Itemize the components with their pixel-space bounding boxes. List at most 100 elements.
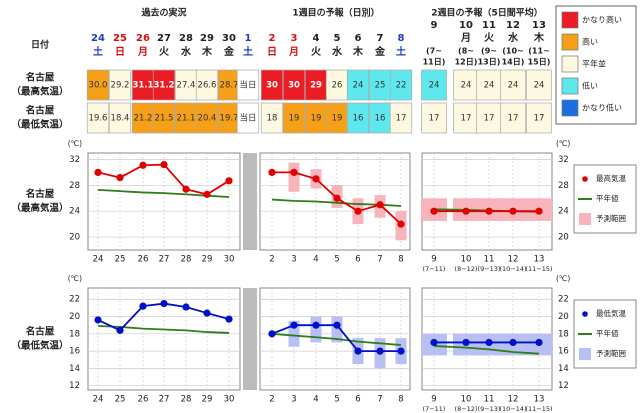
data-point <box>268 330 276 338</box>
y-tick-label: 20 <box>69 233 80 243</box>
x-tick-label: 11 <box>484 255 495 265</box>
cell-value: 21.2 <box>134 114 153 124</box>
cell-value: 17 <box>484 114 495 124</box>
today-bar <box>243 153 257 250</box>
legend-label: 低い <box>582 81 598 91</box>
day-number: 5 <box>334 33 341 44</box>
x-tick-label: 9 <box>431 395 436 405</box>
x-tick-label: 2 <box>269 255 274 265</box>
y-tick-label: 32 <box>69 155 80 165</box>
day-number: 25 <box>113 33 127 44</box>
data-point <box>312 175 320 183</box>
y-tick-label: 32 <box>558 155 569 165</box>
x-tick-label: 13 <box>534 395 545 405</box>
day-number: 1 <box>245 33 252 44</box>
period: (7~ <box>426 47 442 56</box>
weekday: 金 <box>374 45 386 58</box>
today-bar <box>243 288 257 390</box>
weekday: 土 <box>396 45 406 58</box>
x-tick-label: 30 <box>224 255 235 265</box>
cell-value: 18 <box>267 114 278 124</box>
cell-value: 28.7 <box>220 81 239 91</box>
x-tick-label: 26 <box>138 395 149 405</box>
cell-value: 24 <box>429 81 440 91</box>
weekday: 水 <box>180 45 192 58</box>
cell <box>260 102 284 134</box>
day-number: 7 <box>377 33 384 44</box>
cell <box>453 102 479 134</box>
data-point <box>333 321 341 329</box>
legend-label: 予測範囲 <box>596 348 626 358</box>
x-tick-note: (9−13) <box>478 265 501 273</box>
cell-value: 20.4 <box>198 114 217 124</box>
x-tick-label: 28 <box>181 255 192 265</box>
data-point <box>225 177 233 185</box>
cell-value: 17 <box>429 114 440 124</box>
cell <box>500 69 526 101</box>
cell-value: 19 <box>311 114 322 124</box>
weekday: 月 <box>137 46 148 58</box>
y-tick-label: 18 <box>69 329 80 339</box>
x-tick-label: 10 <box>461 255 472 265</box>
legend-label: 平年値 <box>596 328 619 338</box>
x-tick-note: (8−12) <box>455 405 478 413</box>
day-number: 12 <box>506 20 520 31</box>
day-number: 4 <box>313 33 320 44</box>
period: (10~ <box>502 47 524 56</box>
legend-label: 平年並 <box>582 59 606 69</box>
cell <box>152 102 176 134</box>
row-label: 名古屋 <box>26 72 55 84</box>
data-point <box>290 321 298 329</box>
x-tick-label: 3 <box>291 255 296 265</box>
weekday: 火 <box>159 46 170 58</box>
cell <box>526 102 552 134</box>
data-point <box>430 207 438 215</box>
x-tick-note: (7−11) <box>423 405 446 413</box>
data-point <box>268 168 276 176</box>
forecast-range <box>331 316 343 343</box>
data-point <box>376 201 384 209</box>
y-tick-label: 16 <box>558 347 569 357</box>
legend-label: 平年値 <box>596 193 619 203</box>
cell <box>476 69 502 101</box>
data-point <box>160 161 168 169</box>
cell <box>195 69 219 101</box>
day-number: 2 <box>269 33 276 44</box>
row-label: 名古屋 <box>26 105 55 117</box>
data-point <box>485 207 493 215</box>
chart-label: （最低気温） <box>11 340 68 352</box>
data-point <box>376 347 384 355</box>
cell <box>453 69 479 101</box>
x-tick-label: 8 <box>398 255 403 265</box>
y-tick-label: 16 <box>69 347 80 357</box>
data-point <box>182 303 190 311</box>
x-tick-note: (10−14) <box>499 265 526 273</box>
cell <box>282 69 306 101</box>
legend-label: 予測範囲 <box>596 213 626 223</box>
x-tick-label: 28 <box>181 395 192 405</box>
x-tick-label: 6 <box>355 255 360 265</box>
day-number: 24 <box>91 33 105 44</box>
row-label: （最低気温） <box>11 119 68 131</box>
x-tick-label: 9 <box>431 255 436 265</box>
chart-label: 名古屋 <box>26 188 55 200</box>
weekday: 月 <box>288 46 299 58</box>
weekday: 木 <box>533 31 545 44</box>
cell-value: 17 <box>534 114 545 124</box>
cell-value: 16 <box>353 114 364 124</box>
unit-label: (℃) <box>68 274 82 283</box>
cell-value: 当日 <box>239 113 256 124</box>
cell-value: 24 <box>508 81 519 91</box>
cell-value: 24 <box>461 81 472 91</box>
cell-value: 24 <box>484 81 495 91</box>
data-point <box>509 207 517 215</box>
unit-label: (℃) <box>556 274 570 283</box>
legend-dot <box>582 176 588 182</box>
day-number: 11 <box>482 20 496 31</box>
day-number: 26 <box>136 33 150 44</box>
cell-value: 19.6 <box>89 114 108 124</box>
y-tick-label: 28 <box>69 181 80 191</box>
weekday: 木 <box>201 45 213 58</box>
legend-swatch <box>561 55 579 73</box>
x-tick-label: 27 <box>159 395 170 405</box>
